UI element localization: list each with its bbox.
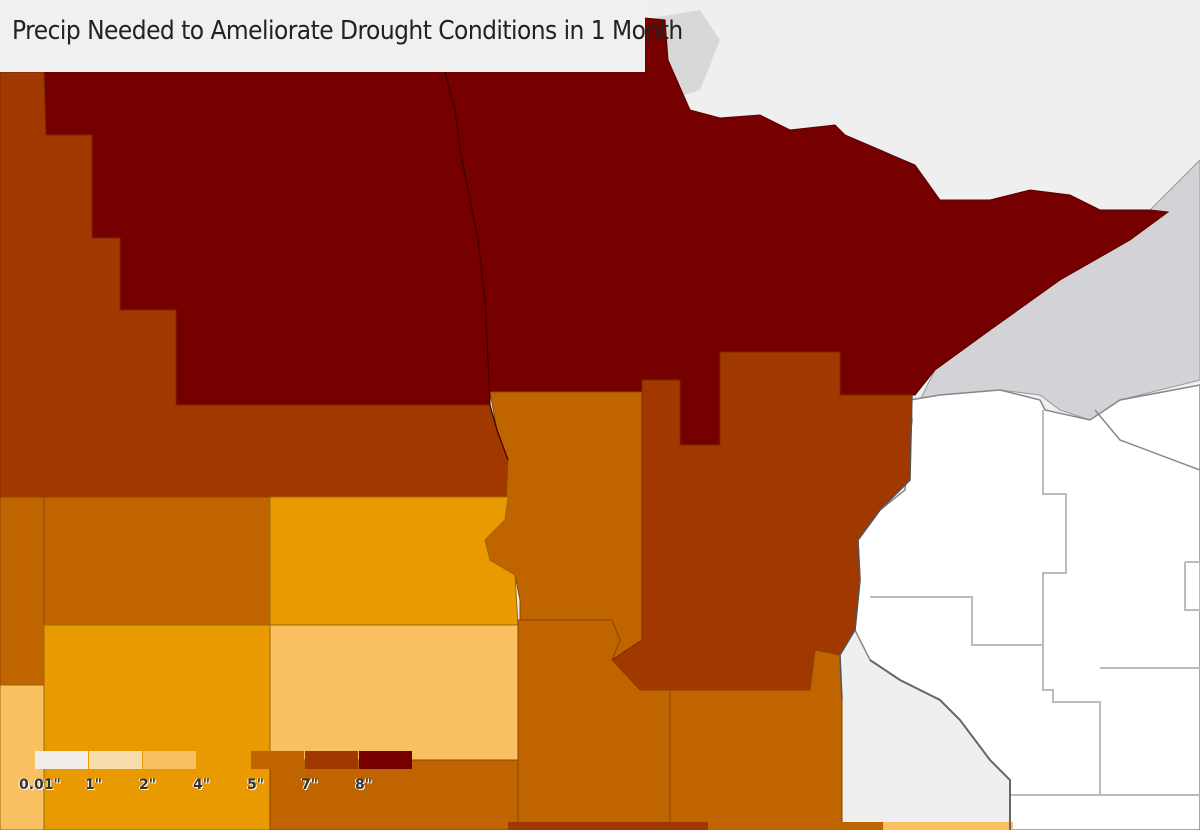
title-box: Precip Needed to Ameliorate Drought Cond… bbox=[0, 0, 683, 72]
map-title: Precip Needed to Ameliorate Drought Cond… bbox=[12, 16, 683, 46]
river-border bbox=[869, 659, 1011, 830]
county-line bbox=[870, 596, 1043, 646]
county-line bbox=[1184, 561, 1200, 611]
legend-label: 4" bbox=[193, 777, 211, 793]
legend-swatch-1-2 bbox=[89, 751, 142, 769]
region-sw-southwest bbox=[43, 624, 271, 830]
county-line bbox=[1042, 410, 1101, 795]
region-bottom-strip-a bbox=[508, 822, 708, 830]
legend-swatch-2-4 bbox=[143, 751, 196, 769]
region-south-central-strip bbox=[269, 759, 519, 830]
region-far-sw-corner bbox=[0, 684, 45, 830]
legend-label: 2" bbox=[139, 777, 157, 793]
legend-swatch-8plus bbox=[359, 751, 412, 769]
legend-label: 8" bbox=[355, 777, 373, 793]
region-sw-northwest bbox=[43, 496, 271, 626]
region-bottom-strip-b bbox=[708, 822, 883, 830]
legend-label: 1" bbox=[85, 777, 103, 793]
legend-label: 5" bbox=[247, 777, 265, 793]
state-line bbox=[1094, 409, 1200, 471]
legend-swatch-5-7 bbox=[251, 751, 304, 769]
red-river-border bbox=[444, 71, 509, 461]
region-sw-west-strip bbox=[0, 496, 45, 686]
legend-swatch-7-8 bbox=[305, 751, 358, 769]
region-sw-northeast bbox=[269, 496, 519, 626]
region-south-central bbox=[517, 619, 671, 830]
legend-label: 0.01" bbox=[19, 777, 61, 793]
region-sw-southeast bbox=[269, 624, 519, 761]
legend-label: 7" bbox=[301, 777, 319, 793]
legend-swatch-4-5 bbox=[197, 751, 250, 769]
legend-swatch-0-1 bbox=[35, 751, 88, 769]
state-border bbox=[839, 394, 913, 701]
region-bottom-strip-c bbox=[883, 822, 1013, 830]
